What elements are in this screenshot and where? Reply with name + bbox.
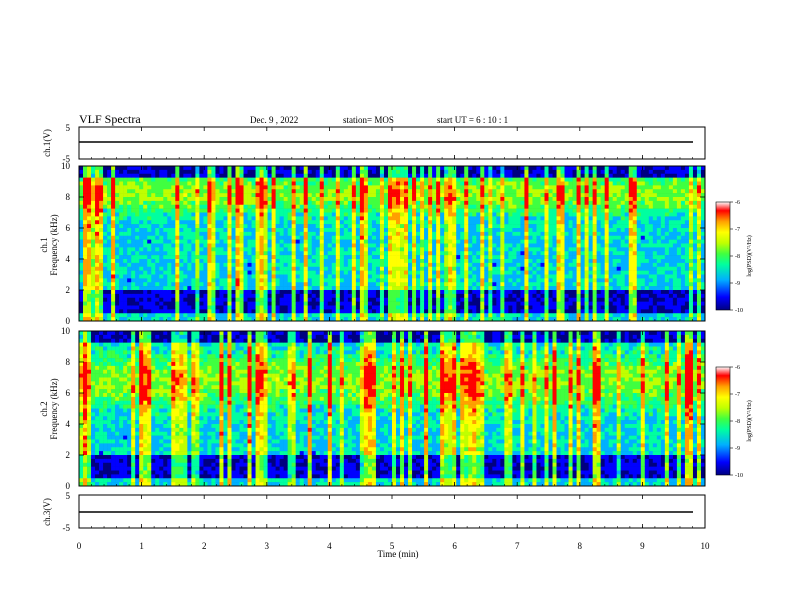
ch1-voltage-panel (78, 126, 706, 160)
y-tick-label: 4 (66, 254, 71, 264)
colorbar-tick-label: -6 (735, 365, 740, 371)
colorbar-tick-label: -8 (735, 419, 740, 425)
ch1-voltage-ylabel: ch.1(V) (42, 129, 52, 157)
y-tick-label: 8 (66, 192, 71, 202)
ch2-spec-ylabel: Frequency (kHz) (49, 378, 59, 439)
x-tick-label: 7 (515, 541, 520, 551)
x-axis-label: Time (min) (378, 549, 419, 559)
y-tick-label: 0 (66, 481, 71, 491)
x-tick-label: 3 (265, 541, 270, 551)
ch1-ytick-bottom: -5 (63, 154, 71, 164)
ch2-spectrogram (79, 331, 706, 487)
ch2-colorbar (715, 366, 731, 476)
ch1-spec-ylabel-channel: ch.1 (39, 237, 49, 252)
ch1-ytick-top: 5 (66, 123, 71, 133)
x-tick-label: 9 (640, 541, 645, 551)
colorbar-tick-label: -10 (735, 473, 743, 479)
x-tick-label: 10 (701, 541, 711, 551)
x-tick-label: 2 (202, 541, 207, 551)
x-tick-label: 8 (578, 541, 583, 551)
x-tick-label: 1 (139, 541, 144, 551)
x-tick-label: 4 (327, 541, 332, 551)
y-tick-label: 2 (66, 450, 71, 460)
colorbar-tick-label: -8 (735, 254, 740, 260)
x-tick-label: 0 (77, 541, 82, 551)
station-label: station= MOS (343, 115, 394, 125)
ch1-colorbar (715, 201, 731, 311)
ch3-ytick-bottom: -5 (63, 523, 71, 533)
colorbar-tick-label: -7 (735, 392, 740, 398)
y-tick-label: 10 (61, 161, 71, 171)
y-tick-label: 6 (66, 388, 71, 398)
colorbar-tick-label: -7 (735, 227, 740, 233)
ch3-voltage-ylabel: ch.3(V) (42, 498, 52, 526)
ch1-spectrogram (79, 166, 706, 322)
ch2-spec-ylabel-channel: ch.2 (39, 401, 49, 416)
y-tick-label: 0 (66, 316, 71, 326)
x-tick-label: 5 (390, 541, 395, 551)
figure-title: VLF Spectra (79, 112, 141, 126)
colorbar-tick-label: -10 (735, 308, 743, 314)
colorbar-tick-label: -6 (735, 200, 740, 206)
ch2-colorbar-label: log(PSD)(V²/Hz) (746, 400, 753, 441)
x-tick-label: 6 (452, 541, 457, 551)
ch1-spec-ylabel: Frequency (kHz) (49, 214, 59, 275)
y-tick-label: 10 (61, 326, 71, 336)
date-label: Dec. 9 , 2022 (250, 115, 298, 125)
colorbar-tick-label: -9 (735, 281, 740, 287)
ch3-ytick-top: 5 (66, 491, 71, 501)
y-tick-label: 8 (66, 357, 71, 367)
colorbar-tick-label: -9 (735, 446, 740, 452)
ch1-colorbar-label: log(PSD)(V²/Hz) (746, 235, 753, 276)
start-time-label: start UT = 6 : 10 : 1 (437, 115, 508, 125)
y-tick-label: 4 (66, 419, 71, 429)
y-tick-label: 2 (66, 285, 71, 295)
y-tick-label: 6 (66, 223, 71, 233)
